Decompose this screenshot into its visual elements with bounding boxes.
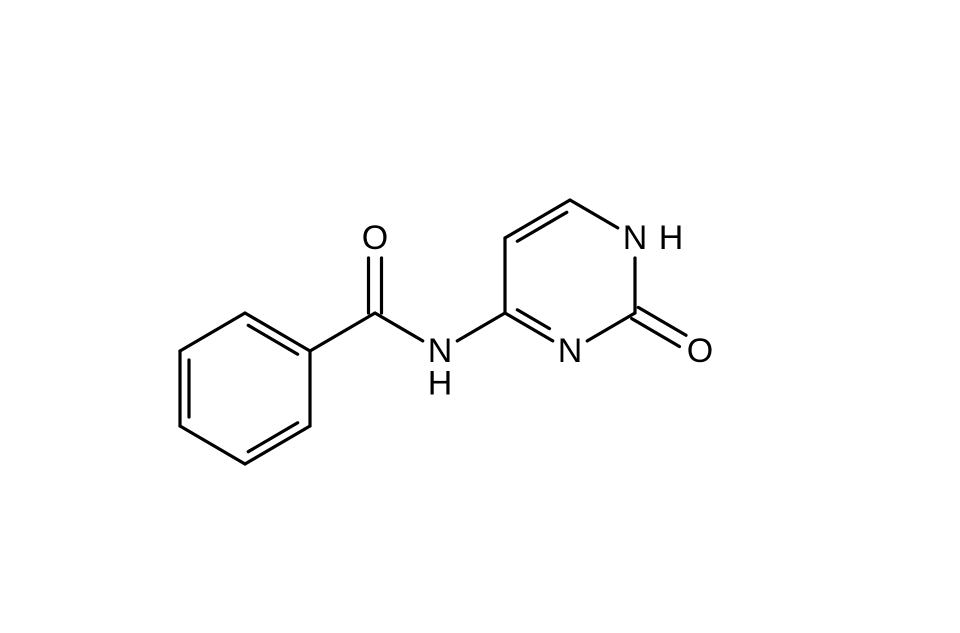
labels-group: ONHNONH xyxy=(362,219,713,402)
bond xyxy=(310,313,375,351)
bond xyxy=(517,310,549,329)
atom-label: N xyxy=(623,219,648,257)
bond xyxy=(587,313,635,341)
bond xyxy=(638,307,686,335)
bond xyxy=(375,313,423,341)
molecule-diagram: ONHNONH xyxy=(0,0,960,633)
atom-h-label: H xyxy=(428,364,453,402)
bond xyxy=(180,313,245,351)
bond xyxy=(245,426,310,464)
bond xyxy=(505,200,570,238)
bond xyxy=(632,319,680,347)
bond xyxy=(245,313,310,351)
atom-label: N xyxy=(558,332,583,370)
atom-label: O xyxy=(362,219,388,257)
bond xyxy=(457,313,505,341)
atom-h-label: H xyxy=(659,219,684,257)
bond xyxy=(570,200,618,228)
bond xyxy=(180,426,245,464)
atom-label: O xyxy=(687,332,713,370)
